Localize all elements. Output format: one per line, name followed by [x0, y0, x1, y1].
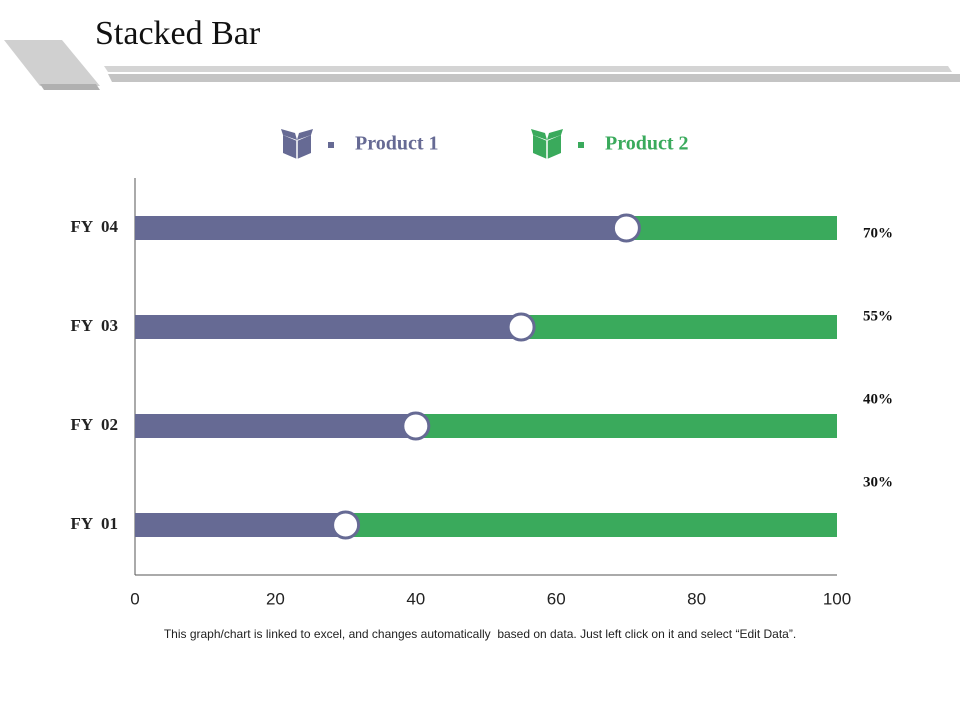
- bar: [135, 315, 522, 339]
- bar: [135, 513, 346, 537]
- x-tick-label: 40: [406, 589, 425, 608]
- legend-icon: [547, 129, 563, 140]
- bar-end-marker: [401, 411, 431, 441]
- bar-end-marker: [611, 213, 641, 243]
- x-tick-label: 100: [823, 589, 851, 608]
- x-tick-label: 0: [130, 589, 139, 608]
- bar: [415, 414, 837, 438]
- legend-label: Product 1: [355, 133, 439, 155]
- bar: [626, 216, 837, 240]
- legend-label: Product 2: [605, 133, 689, 155]
- bar: [521, 315, 837, 339]
- legend-icon: [281, 129, 297, 140]
- legend-icon: [297, 129, 313, 140]
- legend-icon: [531, 129, 547, 140]
- x-tick-label: 20: [266, 589, 285, 608]
- bar: [135, 414, 416, 438]
- footnote: This graph/chart is linked to excel, and…: [164, 627, 796, 641]
- decor: [4, 40, 100, 86]
- x-tick-label: 60: [547, 589, 566, 608]
- value-label: 30%: [863, 474, 893, 490]
- y-tick-label: FY 02: [70, 415, 118, 434]
- y-tick-label: FY 01: [70, 514, 118, 533]
- bar-end-marker: [331, 510, 361, 540]
- bar: [135, 216, 627, 240]
- bar-end-marker: [506, 312, 536, 342]
- decor: [108, 74, 960, 82]
- value-label: 70%: [863, 225, 893, 241]
- decor: [104, 66, 952, 72]
- x-tick-label: 80: [687, 589, 706, 608]
- bar: [345, 513, 837, 537]
- legend-swatch: [328, 142, 334, 148]
- chart-title: Stacked Bar: [95, 15, 261, 52]
- y-tick-label: FY 04: [70, 217, 118, 236]
- legend-swatch: [578, 142, 584, 148]
- y-tick-label: FY 03: [70, 316, 118, 335]
- value-label: 55%: [863, 308, 893, 324]
- value-label: 40%: [863, 391, 893, 407]
- decor: [40, 84, 100, 90]
